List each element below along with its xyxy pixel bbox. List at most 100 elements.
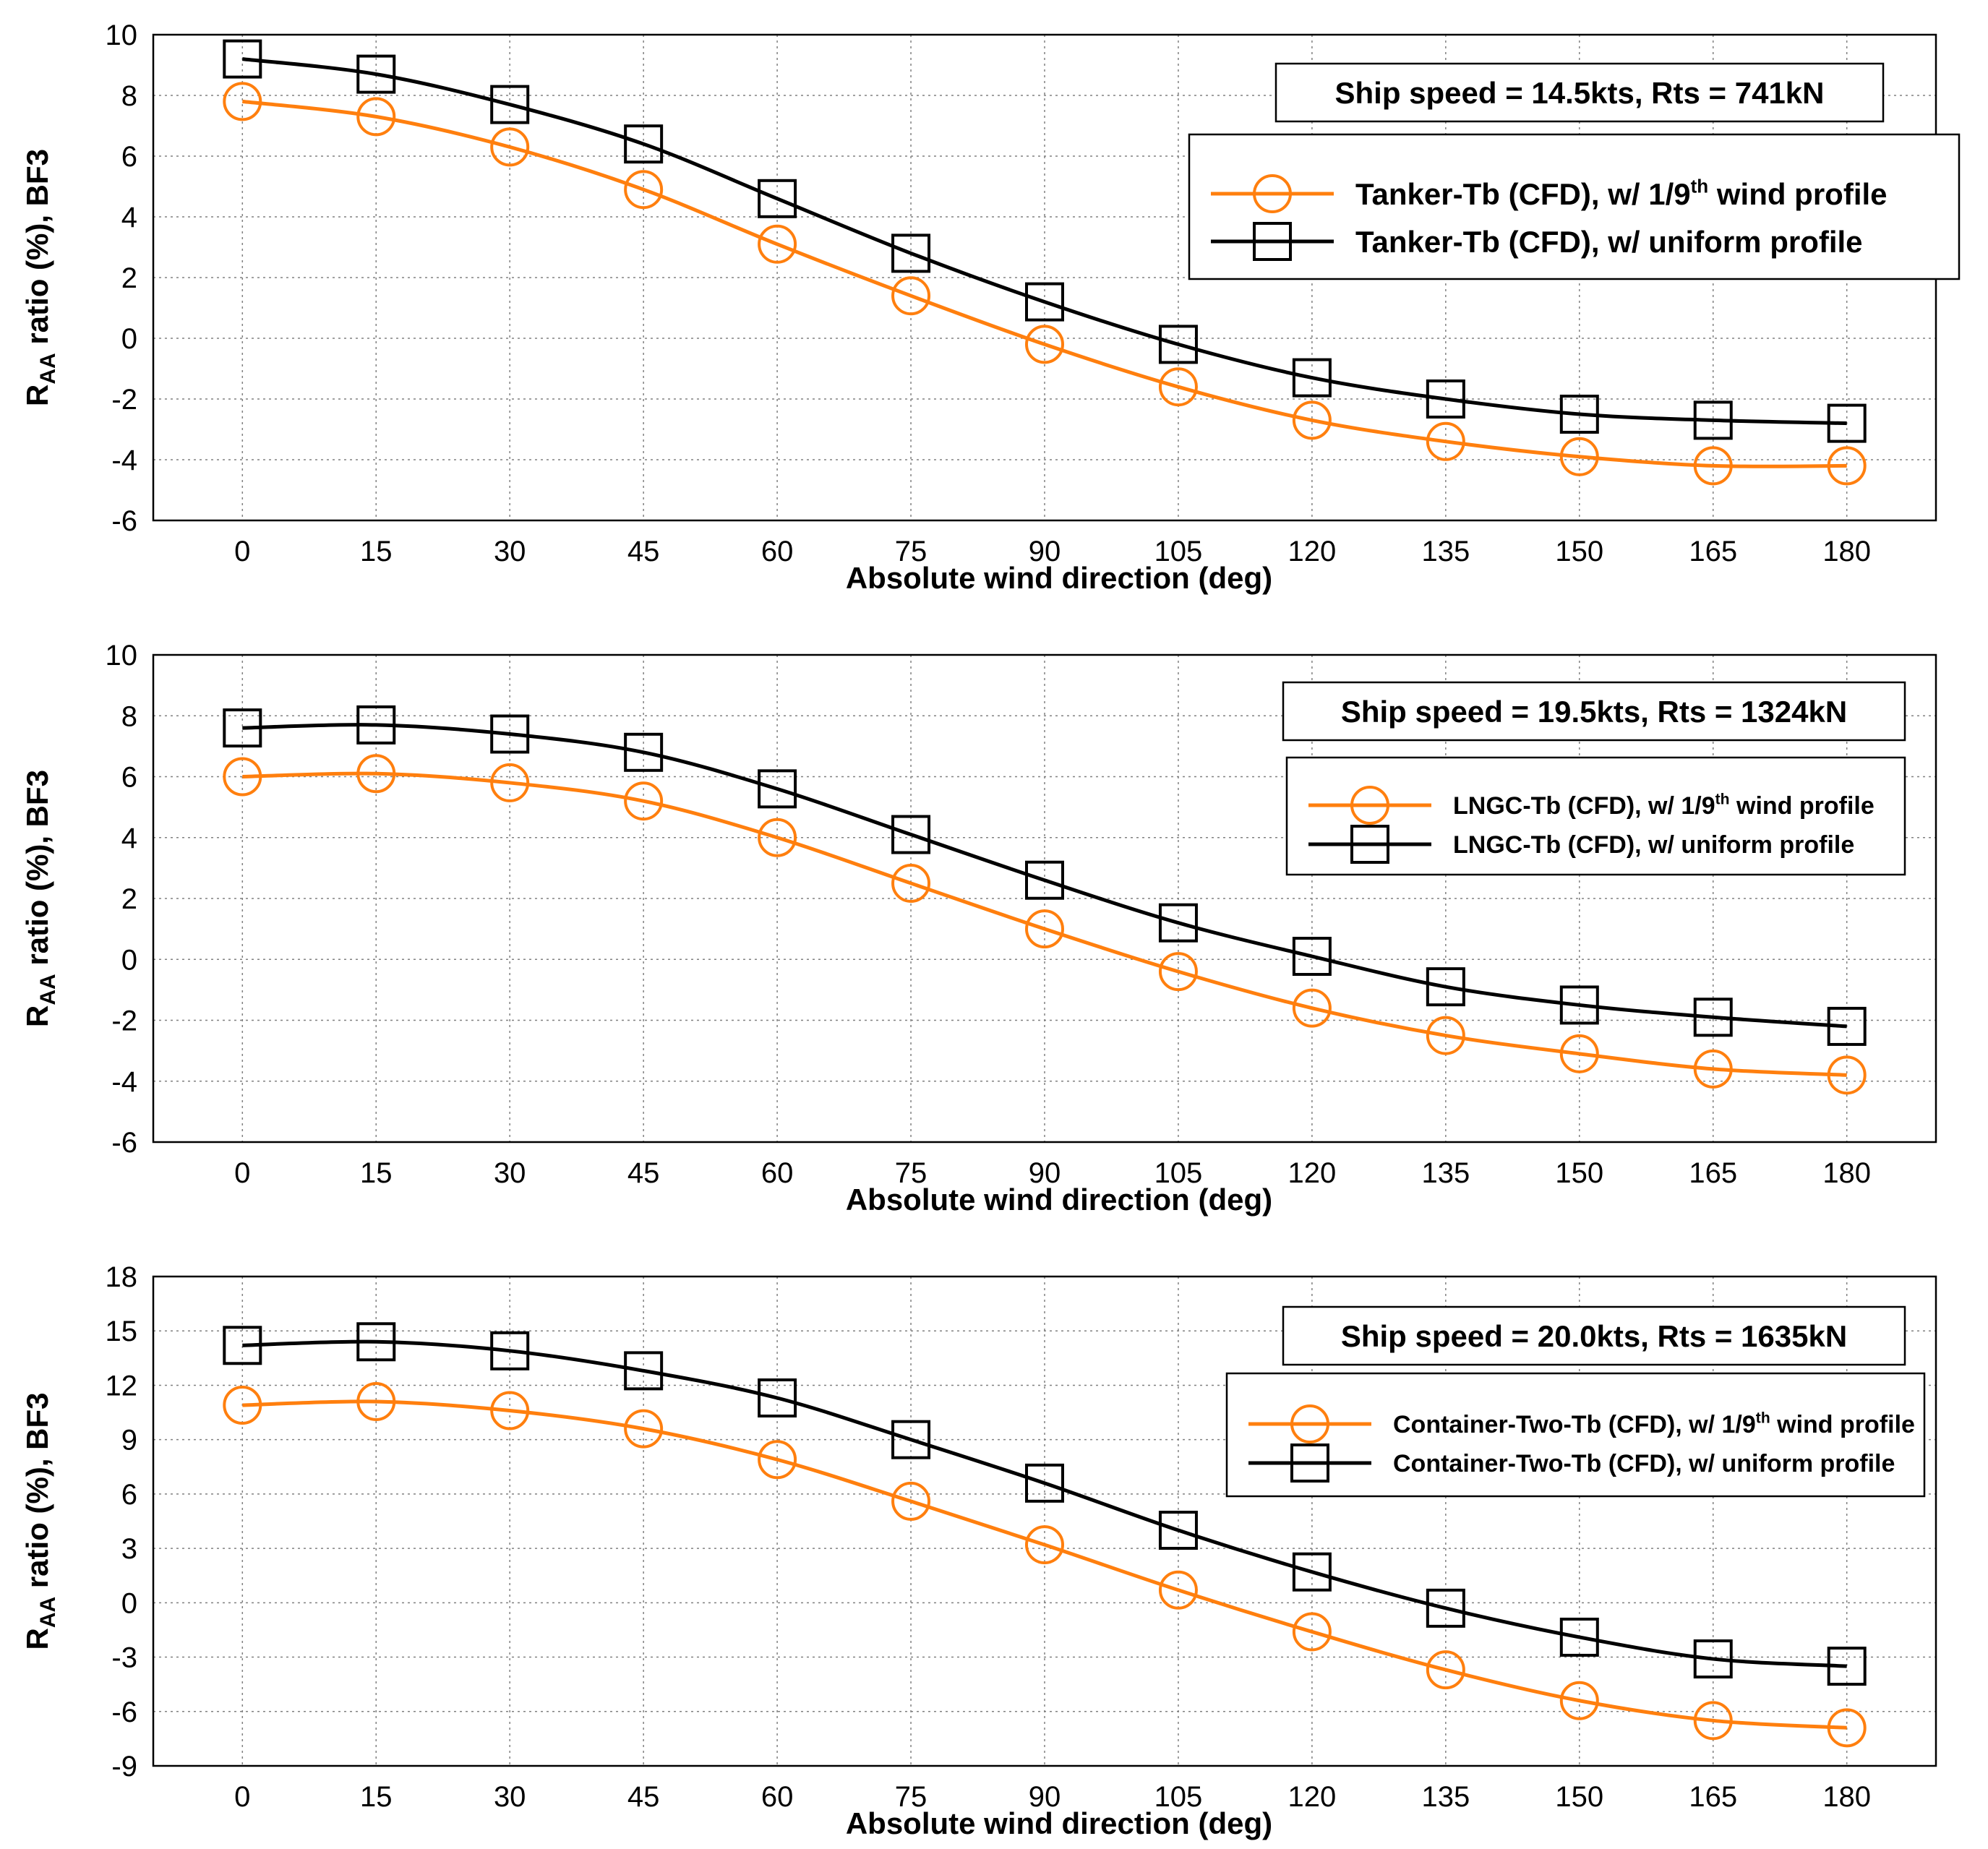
data-point-circle (624, 170, 664, 210)
legend-marker-circle (1290, 1404, 1329, 1443)
y-axis-ticks: -6 -4 -2 0 2 4 6 8 10 (106, 640, 138, 1159)
x-tick-label: 0 (234, 536, 250, 567)
y-tick-label: 0 (121, 944, 137, 976)
y-tick-label: 10 (106, 640, 138, 672)
y-tick-label: 4 (121, 823, 137, 854)
legend-label-text: LNGC-Tb (CFD), w/ 1/9 (1453, 792, 1715, 820)
legend-label-post: wind profile (1730, 792, 1875, 820)
y-tick-label: -2 (111, 1005, 137, 1037)
legend-item: Container-Two-Tb (CFD), w/ 1/9th wind pr… (1248, 1404, 1915, 1443)
y-tick-label: 2 (121, 883, 137, 915)
x-axis-title: Absolute wind direction (deg) (846, 561, 1272, 595)
data-point-circle (1292, 1612, 1332, 1652)
x-tick-label: 180 (1822, 1781, 1871, 1813)
x-tick-label: 165 (1689, 536, 1737, 567)
data-point-square (490, 85, 530, 124)
data-point-circle (1827, 1708, 1867, 1748)
x-tick-label: 60 (761, 536, 794, 567)
series-uniform-profile (223, 39, 1867, 443)
series-line (242, 771, 1847, 1077)
x-tick-label: 0 (234, 1781, 250, 1813)
plot-frame (152, 1275, 1937, 1767)
data-point-circle (1025, 1525, 1064, 1565)
legend-item: Container-Two-Tb (CFD), w/ uniform profi… (1248, 1443, 1895, 1483)
x-tick-label: 180 (1822, 536, 1871, 567)
legend-label: Tanker-Tb (CFD), w/ 1/9th wind profile (1355, 175, 1888, 211)
x-tick-label: 0 (234, 1157, 250, 1189)
series-line (242, 723, 1847, 1029)
y-tick-label: -4 (111, 1066, 137, 1098)
x-tick-label: 90 (1029, 536, 1061, 567)
legend-label-text: Tanker-Tb (CFD), w/ 1/9 (1355, 177, 1691, 211)
y-axis-title-rest: ratio (%), BF3 (20, 1392, 54, 1596)
x-tick-label: 15 (360, 536, 393, 567)
x-tick-label: 150 (1555, 1157, 1603, 1189)
data-point-square (891, 233, 931, 273)
x-tick-label: 135 (1421, 536, 1470, 567)
data-point-circle (1158, 1570, 1198, 1610)
x-axis-title: Absolute wind direction (deg) (846, 1806, 1272, 1840)
data-point-square (223, 1326, 262, 1365)
legend-marker-circle (1253, 174, 1292, 213)
y-tick-label: 9 (121, 1425, 137, 1457)
data-point-square (1158, 903, 1198, 943)
y-tick-label: 4 (121, 202, 137, 233)
data-point-square (1559, 985, 1599, 1025)
data-point-square (1292, 358, 1332, 398)
legend-marker-square (1350, 825, 1389, 864)
data-point-square (1693, 998, 1733, 1037)
chart-panel-1: -6 -4 -2 0 2 4 6 8 10 0 15 30 45 60 75 90 105 120 135 150 16… (20, 20, 1961, 595)
info-box-text: Ship speed = 20.0kts, Rts = 1635kN (1341, 1319, 1847, 1353)
data-point-circle (1827, 1055, 1867, 1095)
x-tick-label: 105 (1154, 1781, 1203, 1813)
legend-label-text: Tanker-Tb (CFD), w/ uniform profile (1355, 225, 1863, 259)
legend-label-sup: th (1715, 791, 1730, 808)
data-point-circle (624, 781, 664, 821)
y-tick-label: 15 (106, 1316, 138, 1347)
x-axis-ticks: 0 15 30 45 60 75 90 105 120 135 150 165 180 (234, 1781, 1871, 1813)
x-tick-label: 165 (1689, 1157, 1737, 1189)
y-tick-label: 8 (121, 700, 137, 732)
data-point-circle (1025, 909, 1064, 949)
y-axis-title-main: R (20, 1005, 54, 1027)
data-point-square (490, 1331, 530, 1370)
legend-label-post: wind profile (1708, 177, 1887, 211)
series-wind-profile (223, 82, 1867, 486)
y-tick-label: -6 (111, 505, 137, 537)
data-point-square (223, 708, 262, 748)
y-tick-label: -6 (111, 1127, 137, 1159)
x-tick-label: 120 (1288, 536, 1337, 567)
data-point-square (356, 705, 396, 745)
legend-frame (1285, 756, 1906, 876)
data-point-square (1827, 1647, 1867, 1686)
data-point-square (1693, 400, 1733, 440)
data-point-circle (223, 757, 262, 797)
data-point-square (1426, 1588, 1465, 1628)
x-tick-label: 60 (761, 1781, 794, 1813)
x-tick-label: 60 (761, 1157, 794, 1189)
data-point-circle (356, 97, 396, 137)
data-point-square (624, 124, 664, 164)
data-point-circle (1292, 400, 1332, 440)
data-point-square (891, 815, 931, 854)
y-tick-label: 6 (121, 762, 137, 794)
data-point-circle (891, 863, 931, 903)
x-tick-label: 105 (1154, 536, 1203, 567)
data-point-square (1827, 1006, 1867, 1046)
y-axis-title-rest: ratio (%), BF3 (20, 149, 54, 353)
y-axis-title: RAA ratio (%), BF3 (20, 770, 60, 1027)
data-point-circle (1426, 421, 1465, 461)
series-line (242, 1399, 1847, 1730)
data-point-square (223, 39, 262, 79)
x-tick-label: 45 (627, 536, 660, 567)
y-tick-label: 6 (121, 141, 137, 173)
x-tick-label: 75 (895, 1781, 927, 1813)
data-point-square (1559, 395, 1599, 434)
data-point-square (758, 769, 797, 809)
data-point-square (758, 179, 797, 218)
y-axis-title-rest: ratio (%), BF3 (20, 770, 54, 974)
data-point-circle (1025, 325, 1064, 364)
